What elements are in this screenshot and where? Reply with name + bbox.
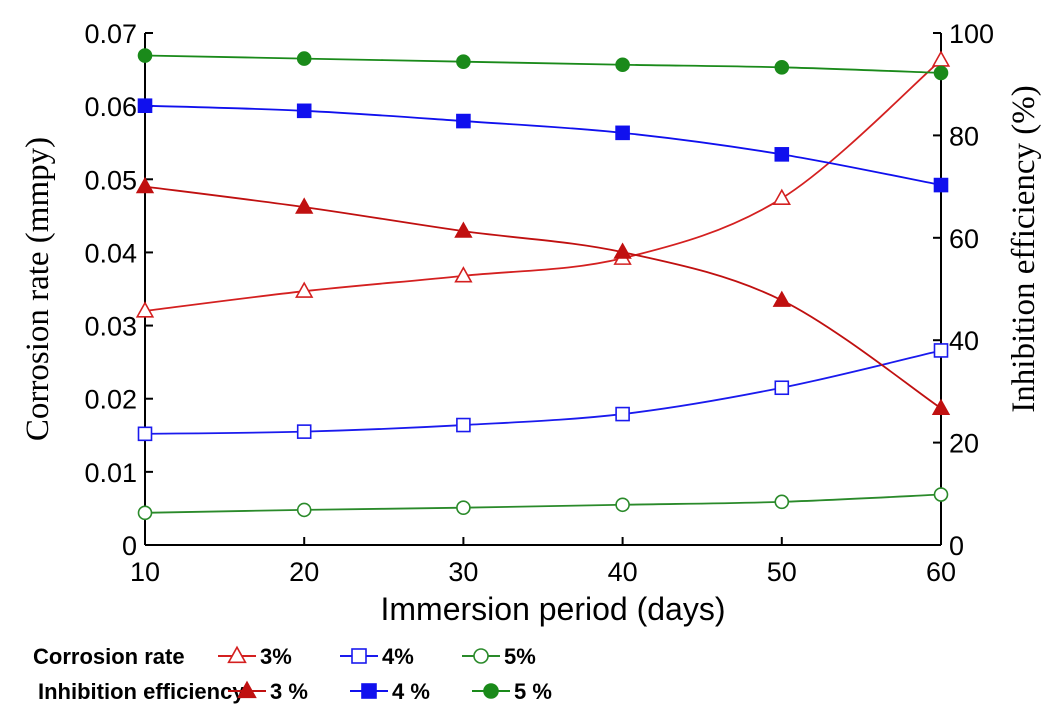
data-point-4 — [774, 147, 790, 162]
data-point-3 — [772, 290, 791, 307]
legend-label-2: 5% — [504, 644, 536, 669]
data-point-5 — [137, 48, 153, 63]
series-line-3 — [144, 185, 942, 410]
legend-marker-1 — [351, 648, 367, 664]
x-tick-label: 60 — [926, 557, 956, 587]
data-point-0 — [931, 50, 951, 67]
legend: Corrosion rate Inhibition efficiency 3% 4… — [33, 644, 552, 704]
y-tick-label: 0.07 — [84, 19, 137, 49]
y-tick-label: 0.02 — [84, 385, 137, 415]
y-axis-title: Corrosion rate (mmpy) — [20, 137, 56, 441]
series-line-0 — [144, 59, 942, 312]
y2-tick-label: 100 — [949, 19, 994, 49]
data-point-3 — [613, 242, 632, 259]
legend-marker-4 — [361, 683, 377, 699]
legend-label-4: 4 % — [392, 679, 430, 704]
data-point-4 — [615, 125, 630, 141]
series-line-4 — [144, 104, 942, 186]
data-point-4 — [933, 177, 949, 193]
data-point-3 — [931, 398, 951, 415]
data-point-4 — [137, 98, 153, 114]
data-point-2 — [615, 497, 630, 513]
series-lines — [144, 54, 942, 514]
series-line-2 — [144, 493, 942, 514]
data-point-1 — [774, 380, 790, 396]
legend-marker-5 — [483, 683, 499, 699]
series-line-5 — [144, 54, 942, 74]
data-point-3 — [135, 176, 155, 194]
y2-tick-label: 40 — [949, 326, 979, 356]
data-point-0 — [135, 301, 155, 318]
y2-axis-title: Inhibition efficiency (%) — [1006, 85, 1042, 412]
data-point-1 — [456, 417, 471, 433]
series-line-1 — [144, 349, 942, 435]
axes — [144, 33, 942, 546]
data-point-5 — [456, 54, 471, 69]
ticks: 10 20 30 40 50 6000.010.020.030.040.050.060.0… — [84, 19, 994, 587]
data-point-2 — [296, 502, 312, 518]
y2-tick-label: 20 — [949, 429, 979, 459]
legend-marker-3 — [237, 680, 257, 699]
data-point-0 — [295, 281, 314, 298]
x-axis-title: Immersion period (days) — [381, 591, 726, 627]
data-point-4 — [456, 113, 471, 129]
legend-title-corrosion: Corrosion rate — [33, 644, 185, 669]
series-markers — [135, 48, 951, 521]
legend-title-inhibition: Inhibition efficiency — [38, 679, 245, 704]
data-point-0 — [454, 266, 473, 283]
x-tick-label: 20 — [289, 557, 319, 587]
legend-marker-0 — [227, 645, 247, 664]
data-point-3 — [295, 197, 314, 214]
y2-tick-label: 0 — [949, 531, 964, 561]
y-tick-label: 0.04 — [84, 238, 137, 268]
y2-tick-label: 80 — [949, 121, 979, 151]
data-point-5 — [615, 57, 630, 73]
data-point-2 — [774, 494, 790, 510]
legend-label-5: 5 % — [514, 679, 552, 704]
x-tick-label: 50 — [767, 557, 797, 587]
data-point-1 — [933, 343, 949, 358]
x-tick-label: 30 — [448, 557, 478, 587]
data-point-5 — [296, 51, 312, 66]
y-tick-label: 0.05 — [84, 165, 137, 195]
y-tick-label: 0.01 — [84, 458, 137, 488]
y2-tick-label: 60 — [949, 224, 979, 254]
data-point-5 — [774, 60, 790, 75]
data-point-0 — [772, 188, 791, 205]
data-point-4 — [296, 103, 312, 119]
data-point-1 — [137, 426, 153, 442]
legend-label-3: 3 % — [270, 679, 308, 704]
y-tick-label: 0.03 — [84, 312, 137, 342]
y-tick-label: 0.06 — [84, 92, 137, 122]
x-tick-label: 10 — [130, 557, 160, 587]
y-tick-label: 0 — [122, 531, 137, 561]
data-point-2 — [456, 500, 471, 515]
data-point-2 — [933, 487, 949, 502]
x-tick-label: 40 — [608, 557, 638, 587]
legend-label-1: 4% — [382, 644, 414, 669]
data-point-1 — [615, 406, 630, 422]
legend-label-0: 3% — [260, 644, 292, 669]
data-point-2 — [137, 505, 153, 521]
data-point-5 — [933, 65, 949, 81]
data-point-1 — [296, 424, 312, 439]
data-point-3 — [454, 221, 473, 238]
legend-marker-2 — [473, 648, 489, 664]
